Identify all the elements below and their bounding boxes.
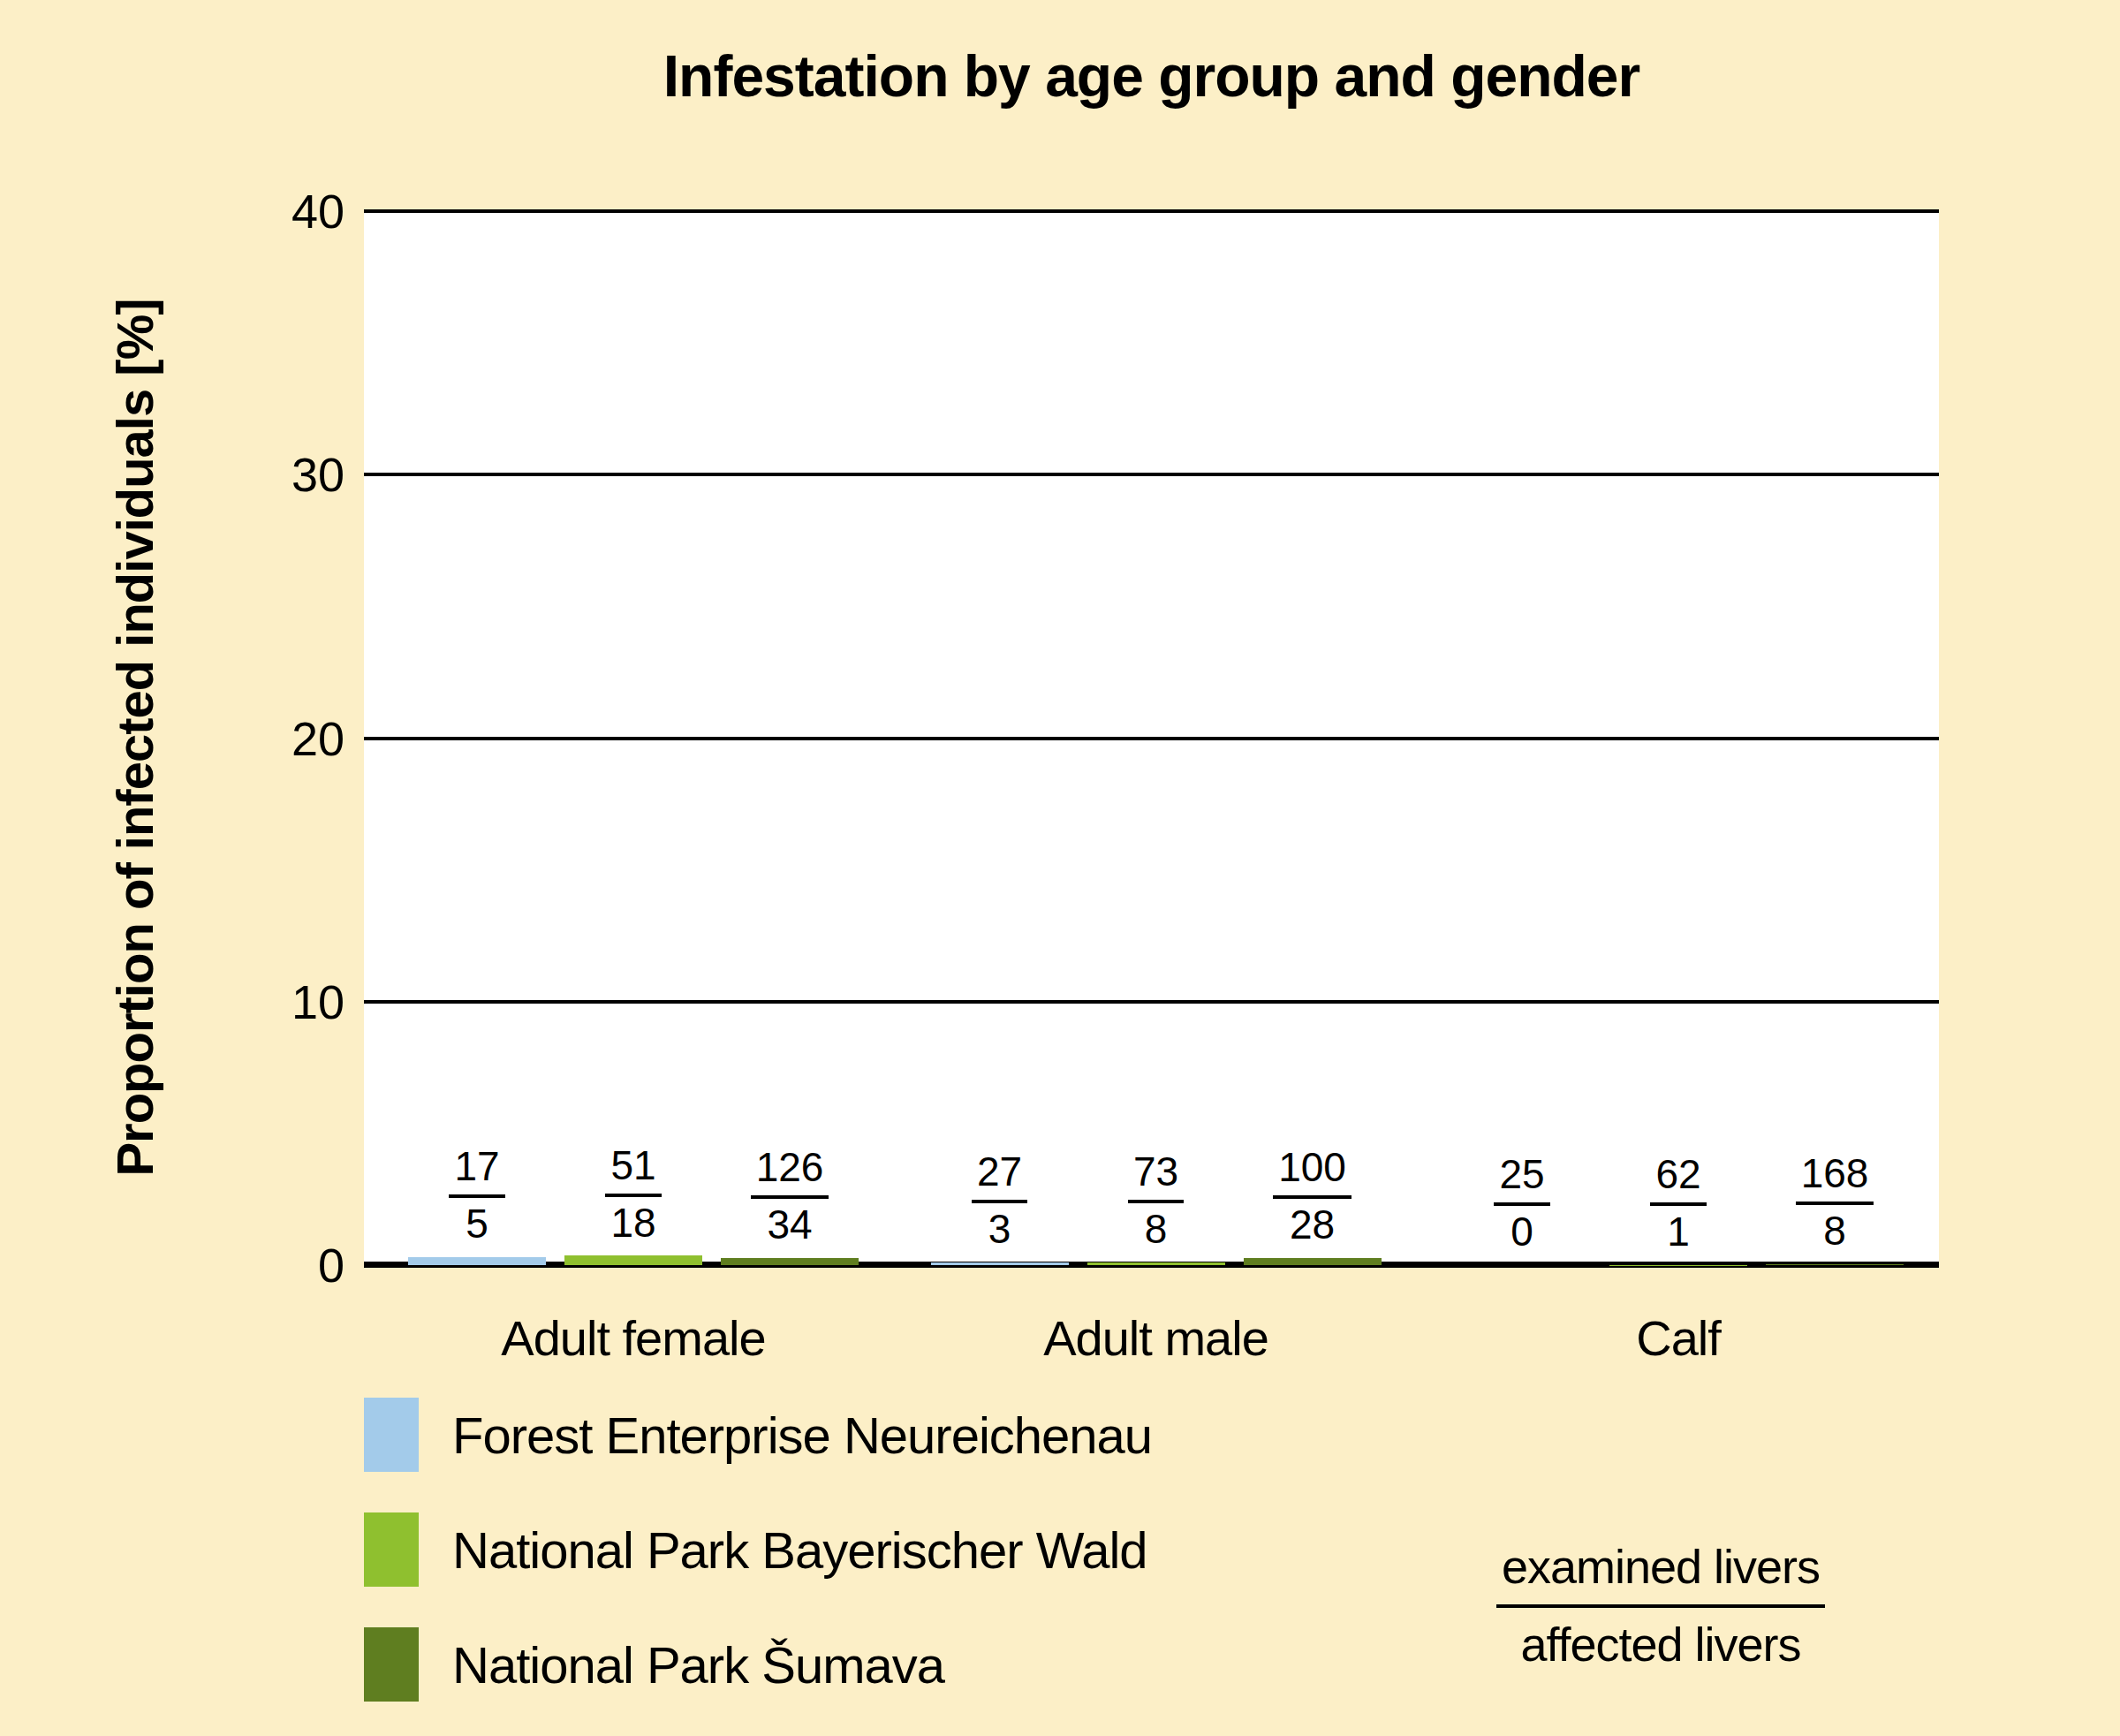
legend-label: Forest Enterprise Neureichenau (452, 1406, 1152, 1465)
legend-label: National Park Šumava (452, 1635, 944, 1694)
bar-cell: 1688 (1766, 211, 1904, 1265)
examined-livers-count: 27 (972, 1149, 1027, 1203)
examined-livers-count: 17 (449, 1144, 504, 1198)
bar (564, 1255, 702, 1265)
y-tick-label: 30 (221, 451, 344, 498)
y-axis-label: Proportion of infected individuals [%] (105, 299, 164, 1176)
bar (721, 1258, 859, 1265)
affected-livers-count: 5 (449, 1198, 504, 1245)
category-label: Calf (1453, 1309, 1904, 1367)
bar-cell: 12634 (721, 211, 859, 1265)
chart-title: Infestation by age group and gender (364, 42, 1939, 110)
bar-cell: 5118 (564, 211, 702, 1265)
bar (931, 1262, 1069, 1265)
x-axis-category-labels: Adult female Adult male Calf (364, 1309, 1939, 1367)
affected-livers-count: 8 (1128, 1203, 1184, 1250)
bar (1766, 1264, 1904, 1265)
note-affected-livers: affected livers (1413, 1608, 1908, 1672)
note-examined-livers: examined livers (1496, 1539, 1825, 1608)
bar-group: 175 5118 12634 (408, 211, 859, 1265)
bar-fraction-label: 621 (1641, 1148, 1715, 1255)
bar (408, 1257, 546, 1265)
bar-group: 273 738 10028 (931, 211, 1382, 1265)
bar-cell: 250 (1453, 211, 1591, 1265)
bar-fraction-label: 5118 (596, 1140, 670, 1246)
bar-cell: 10028 (1244, 211, 1382, 1265)
bar-cell: 273 (931, 211, 1069, 1265)
bar-cell: 621 (1609, 211, 1747, 1265)
bar (1087, 1262, 1225, 1265)
affected-livers-count: 34 (751, 1199, 829, 1246)
affected-livers-count: 18 (605, 1197, 661, 1244)
bar-fraction-label: 250 (1485, 1148, 1558, 1255)
bar-fraction-label: 1688 (1787, 1148, 1883, 1254)
legend-swatch (364, 1627, 419, 1702)
bar-group: 250 621 1688 (1453, 211, 1904, 1265)
legend-item: National Park Šumava (364, 1627, 1152, 1702)
examined-livers-count: 62 (1650, 1152, 1706, 1206)
legend-swatch (364, 1398, 419, 1472)
legend-item: National Park Bayerischer Wald (364, 1512, 1152, 1587)
bar-fraction-label: 175 (440, 1141, 513, 1247)
affected-livers-count: 28 (1273, 1199, 1352, 1246)
examined-livers-count: 126 (751, 1145, 829, 1199)
affected-livers-count: 0 (1494, 1206, 1549, 1253)
legend: Forest Enterprise Neureichenau National P… (364, 1398, 1152, 1702)
examined-livers-count: 73 (1128, 1149, 1184, 1203)
legend-label: National Park Bayerischer Wald (452, 1520, 1147, 1580)
bar-groups: 175511812634273738100282506211688 (364, 211, 1939, 1265)
examined-livers-count: 51 (605, 1143, 661, 1197)
legend-item: Forest Enterprise Neureichenau (364, 1398, 1152, 1472)
bar-fraction-label: 12634 (742, 1141, 838, 1247)
bar-fraction-label: 273 (963, 1146, 1036, 1252)
bar (1244, 1258, 1382, 1265)
affected-livers-count: 1 (1650, 1206, 1706, 1253)
examined-livers-count: 168 (1796, 1151, 1874, 1205)
plot-area: 010203040 175511812634273738100282506211… (364, 211, 1939, 1265)
y-tick-label: 0 (221, 1241, 344, 1289)
bar-cell: 738 (1087, 211, 1225, 1265)
examined-livers-count: 100 (1273, 1145, 1352, 1199)
y-tick-label: 10 (221, 978, 344, 1026)
fraction-key-note: examined livers affected livers (1413, 1539, 1908, 1672)
bar-cell: 175 (408, 211, 546, 1265)
affected-livers-count: 3 (972, 1203, 1027, 1250)
examined-livers-count: 25 (1494, 1152, 1549, 1206)
bar-fraction-label: 738 (1119, 1146, 1192, 1252)
figure-background: { "title": "Infestation by age group and… (0, 0, 2120, 1736)
category-label: Adult female (408, 1309, 859, 1367)
y-tick-label: 40 (221, 187, 344, 235)
legend-swatch (364, 1512, 419, 1587)
y-tick-label: 20 (221, 715, 344, 762)
affected-livers-count: 8 (1796, 1205, 1874, 1252)
category-label: Adult male (931, 1309, 1382, 1367)
bar-fraction-label: 10028 (1264, 1141, 1360, 1247)
